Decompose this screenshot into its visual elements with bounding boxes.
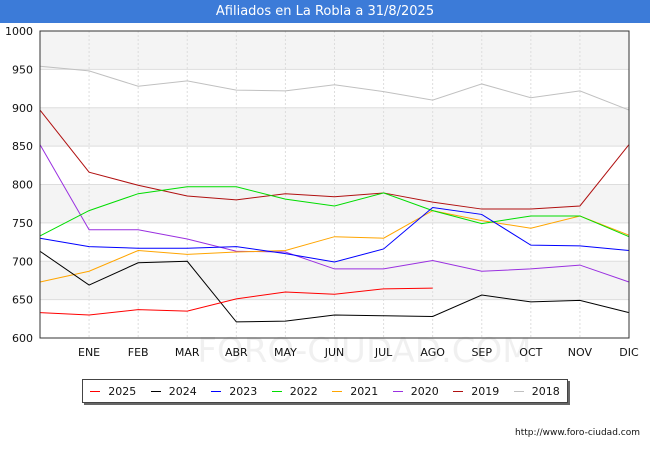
series-line-2021 bbox=[39, 210, 630, 283]
series-line-2020 bbox=[39, 144, 630, 283]
legend-label: 2019 bbox=[471, 384, 500, 398]
y-tick-label: 800 bbox=[12, 179, 33, 192]
legend-swatch bbox=[453, 390, 464, 392]
series-line-2022 bbox=[39, 186, 630, 238]
y-tick-label: 600 bbox=[12, 332, 33, 345]
y-tick-label: 900 bbox=[12, 102, 33, 115]
legend-label: 2018 bbox=[531, 384, 560, 398]
x-tick-label: JUN bbox=[324, 346, 345, 359]
x-tick-label: OCT bbox=[519, 346, 542, 359]
legend-item-2023: 2023 bbox=[211, 385, 257, 398]
series-line-2019 bbox=[39, 109, 630, 210]
x-tick-label: ABR bbox=[225, 346, 248, 359]
legend-label: 2022 bbox=[289, 384, 318, 398]
legend-item-2020: 2020 bbox=[392, 384, 439, 398]
source-credit: http://www.foro-ciudad.com bbox=[515, 428, 640, 438]
legend-swatch bbox=[271, 390, 282, 392]
legend-item-2018: 2018 bbox=[513, 384, 560, 398]
plot-frame bbox=[39, 30, 630, 339]
legend-swatch bbox=[90, 390, 101, 392]
legend-label: 2021 bbox=[350, 384, 379, 398]
x-tick-label: MAY bbox=[274, 346, 297, 359]
legend-item-2022: 2022 bbox=[271, 384, 318, 398]
x-tick-label: AGO bbox=[420, 346, 445, 359]
legend-label: 2024 bbox=[168, 384, 197, 398]
x-tick-label: ENE bbox=[78, 346, 100, 359]
grid-band bbox=[40, 31, 629, 70]
y-tick-label: 750 bbox=[12, 217, 33, 230]
x-tick-label: FEB bbox=[128, 346, 149, 359]
legend-item-2021: 2021 bbox=[332, 385, 378, 398]
legend-swatch bbox=[332, 390, 343, 392]
series-line-2018 bbox=[39, 65, 630, 111]
y-tick-label: 700 bbox=[12, 255, 33, 268]
legend-swatch bbox=[150, 390, 161, 392]
x-tick-label: NOV bbox=[568, 346, 593, 359]
legend-item-2024: 2024 bbox=[150, 384, 197, 398]
legend-item-2019: 2019 bbox=[453, 385, 499, 398]
y-tick-label: 650 bbox=[12, 294, 33, 307]
chart-title: Afiliados en La Robla a 31/8/2025 bbox=[215, 4, 435, 19]
x-tick-label: MAR bbox=[175, 346, 200, 359]
watermark-text: FORO-CIUDAD.COM bbox=[197, 331, 531, 371]
legend-label: 2025 bbox=[108, 384, 137, 398]
chart-header: Afiliados en La Robla a 31/8/2025 bbox=[0, 0, 650, 23]
legend-swatch bbox=[392, 390, 403, 392]
legend-label: 2020 bbox=[410, 384, 439, 398]
legend-label: 2023 bbox=[229, 384, 258, 398]
legend-item-2025: 2025 bbox=[90, 385, 136, 398]
legend-swatch bbox=[211, 390, 222, 392]
x-tick-label: DIC bbox=[619, 346, 639, 359]
chart-legend: 2025 2024 2023 2022 2021 2020 2019 2018 bbox=[82, 379, 568, 403]
series-line-2023 bbox=[39, 206, 630, 263]
x-tick-label: SEP bbox=[471, 346, 492, 359]
x-tick-label: JUL bbox=[374, 346, 393, 359]
y-tick-label: 850 bbox=[12, 140, 33, 153]
legend-swatch bbox=[513, 390, 524, 392]
y-tick-label: 1000 bbox=[5, 25, 33, 38]
series-line-2024 bbox=[39, 250, 630, 323]
series-line-2025 bbox=[39, 287, 433, 316]
y-tick-label: 950 bbox=[12, 63, 33, 76]
